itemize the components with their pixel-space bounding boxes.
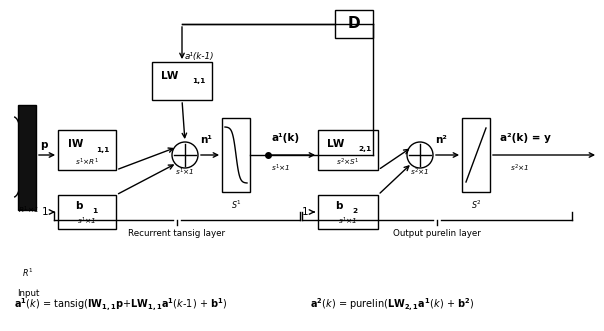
- Text: LW: LW: [327, 139, 345, 149]
- Text: $s^1$$\times$$R^1$: $s^1$$\times$$R^1$: [75, 156, 99, 167]
- Text: a¹(k-1): a¹(k-1): [185, 52, 214, 61]
- Circle shape: [407, 142, 433, 168]
- Text: Output purelin layer: Output purelin layer: [393, 229, 481, 239]
- Text: $\mathbf{a^1}$$(k)$ = tansig($\mathbf{IW_{1,1}}$$\mathbf{p}$+$\mathbf{LW_{1,1}}$: $\mathbf{a^1}$$(k)$ = tansig($\mathbf{IW…: [14, 297, 227, 313]
- Text: $\mathbf{a^2}$$(k)$ = purelin($\mathbf{LW_{2,1}}$$\mathbf{a^1}$$(k)$ + $\mathbf{: $\mathbf{a^2}$$(k)$ = purelin($\mathbf{L…: [310, 297, 474, 313]
- Text: $s^1$$\times$1: $s^1$$\times$1: [271, 162, 291, 174]
- Bar: [335, 10, 373, 38]
- Text: $S^2$: $S^2$: [471, 199, 481, 211]
- Bar: [318, 195, 378, 229]
- Text: $s^2$$\times$1: $s^2$$\times$1: [510, 162, 530, 174]
- Text: b: b: [76, 201, 83, 211]
- Bar: [58, 195, 116, 229]
- Text: D: D: [348, 17, 361, 31]
- Text: $s^2$$\times$1: $s^2$$\times$1: [410, 166, 429, 178]
- Bar: [18, 105, 36, 210]
- Text: Recurrent tansig layer: Recurrent tansig layer: [129, 229, 225, 239]
- Text: p: p: [40, 140, 48, 150]
- Text: a¹(k): a¹(k): [271, 133, 299, 143]
- Text: 1,1: 1,1: [192, 78, 205, 84]
- Bar: [222, 118, 250, 192]
- Bar: [152, 62, 212, 100]
- Text: LW: LW: [161, 71, 179, 81]
- Text: $R^1$: $R^1$: [22, 267, 34, 279]
- Text: 1: 1: [42, 207, 48, 217]
- Text: 2: 2: [352, 208, 357, 214]
- Text: $s^2$$\times$$S^1$: $s^2$$\times$$S^1$: [336, 156, 360, 167]
- Text: Input: Input: [17, 290, 39, 299]
- Text: 2,1: 2,1: [358, 146, 371, 152]
- Text: 1,1: 1,1: [96, 147, 109, 153]
- Bar: [58, 130, 116, 170]
- Text: IW: IW: [68, 139, 84, 149]
- Text: $S^1$: $S^1$: [231, 199, 242, 211]
- Text: $s^1$$\times$1: $s^1$$\times$1: [175, 166, 194, 178]
- Text: $s^1$$\times$1: $s^1$$\times$1: [338, 215, 358, 227]
- Bar: [318, 130, 378, 170]
- Bar: [462, 118, 490, 192]
- Text: 1: 1: [301, 207, 308, 217]
- Text: n¹: n¹: [200, 135, 212, 145]
- Text: $R^1$$\times$1: $R^1$$\times$1: [18, 204, 39, 216]
- Circle shape: [172, 142, 198, 168]
- Text: a²(k) = y: a²(k) = y: [500, 133, 551, 143]
- Text: n²: n²: [435, 135, 447, 145]
- Text: 1: 1: [92, 208, 97, 214]
- Text: b: b: [335, 201, 342, 211]
- Text: $s^1$$\times$1: $s^1$$\times$1: [77, 215, 97, 227]
